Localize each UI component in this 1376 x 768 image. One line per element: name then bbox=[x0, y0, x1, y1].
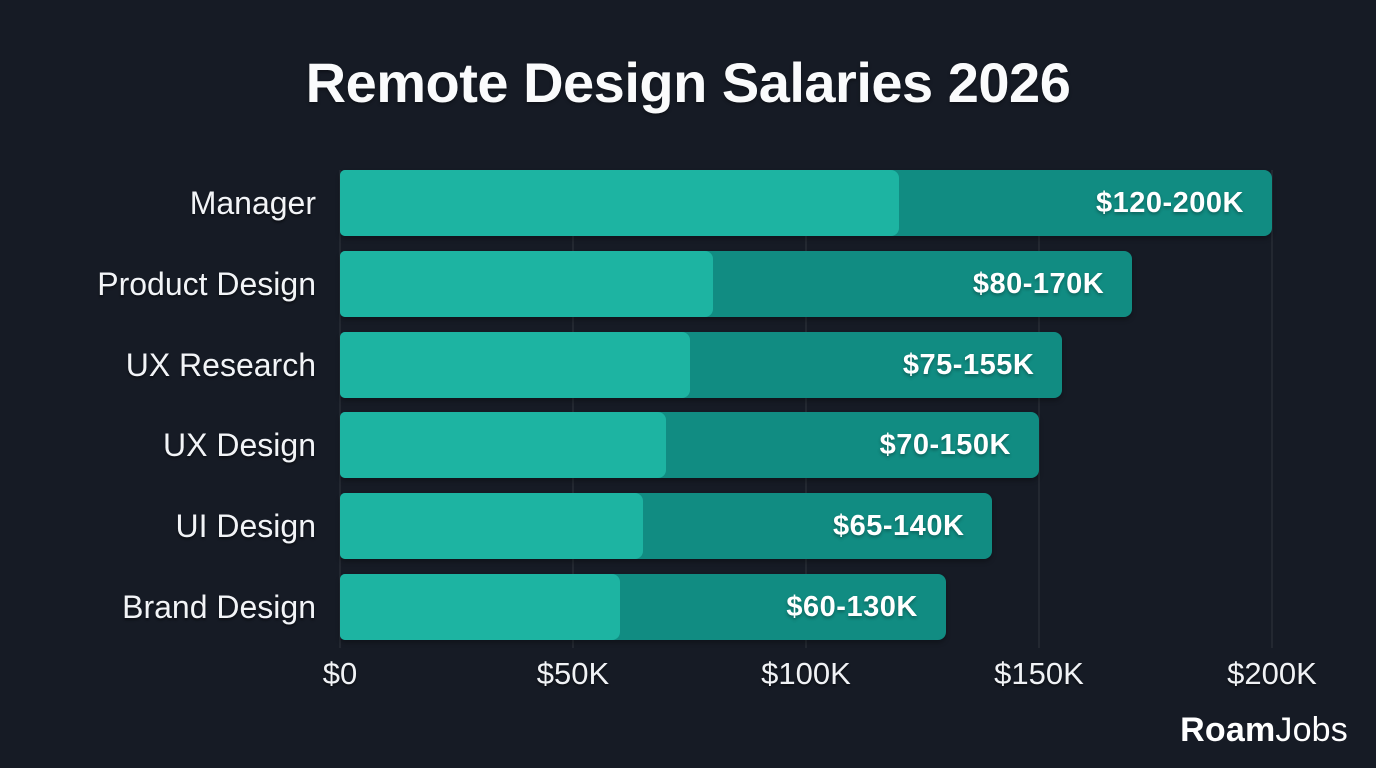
salary-range-lower-bar bbox=[340, 493, 643, 560]
gridline bbox=[572, 170, 574, 648]
gridline bbox=[339, 170, 341, 648]
x-axis-tick-label: $200K bbox=[1227, 656, 1317, 691]
gridline bbox=[805, 170, 807, 648]
category-label: Manager bbox=[189, 185, 316, 221]
salary-range-lower-bar bbox=[340, 170, 900, 236]
gridline bbox=[1038, 170, 1040, 648]
chart-title: Remote Design Salaries 2026 bbox=[305, 51, 1071, 114]
salary-range-label: $120-200K bbox=[1096, 187, 1244, 219]
brand-logo: RoamJobs bbox=[1180, 711, 1348, 750]
salary-range-lower-bar bbox=[340, 412, 667, 479]
bar-chart-plot: Manager $120-200K Product Design $80-170K UX… bbox=[97, 170, 1273, 648]
x-axis-tick-label: $0 bbox=[322, 656, 358, 691]
gridline bbox=[1271, 170, 1273, 648]
category-label: UI Design bbox=[175, 508, 317, 545]
salary-range-label: $60-130K bbox=[786, 591, 918, 623]
brand-name-jobs: Jobs bbox=[1275, 711, 1348, 749]
salary-range-label: $75-155K bbox=[902, 348, 1035, 381]
category-label: UX Design bbox=[163, 427, 316, 464]
x-axis-tick-label: $50K bbox=[536, 656, 610, 691]
salary-range-label: $70-150K bbox=[879, 429, 1011, 462]
x-axis: $0 $50K $100K $150K $200K bbox=[323, 656, 1317, 700]
brand-name-roam: Roam bbox=[1180, 711, 1276, 749]
category-label: Brand Design bbox=[122, 589, 316, 625]
category-label: UX Research bbox=[125, 346, 316, 383]
bar-row: UI Design $65-140K bbox=[176, 493, 1272, 560]
bar-row: UX Research $75-155K bbox=[126, 331, 1272, 398]
salary-range-lower-bar bbox=[340, 331, 690, 398]
salary-range-label: $65-140K bbox=[833, 510, 965, 543]
x-axis-tick-label: $100K bbox=[761, 656, 851, 691]
bar-row: UX Design $70-150K bbox=[163, 412, 1272, 479]
salary-range-lower-bar bbox=[340, 574, 620, 640]
bar-row: Brand Design $60-130K bbox=[122, 574, 1272, 640]
salary-range-label: $80-170K bbox=[972, 267, 1105, 300]
category-label: Product Design bbox=[97, 265, 316, 302]
bar-row: Manager $120-200K bbox=[190, 170, 1272, 236]
salary-range-lower-bar bbox=[340, 250, 713, 317]
bar-row: Product Design $80-170K bbox=[97, 250, 1272, 317]
x-axis-tick-label: $150K bbox=[994, 656, 1084, 691]
